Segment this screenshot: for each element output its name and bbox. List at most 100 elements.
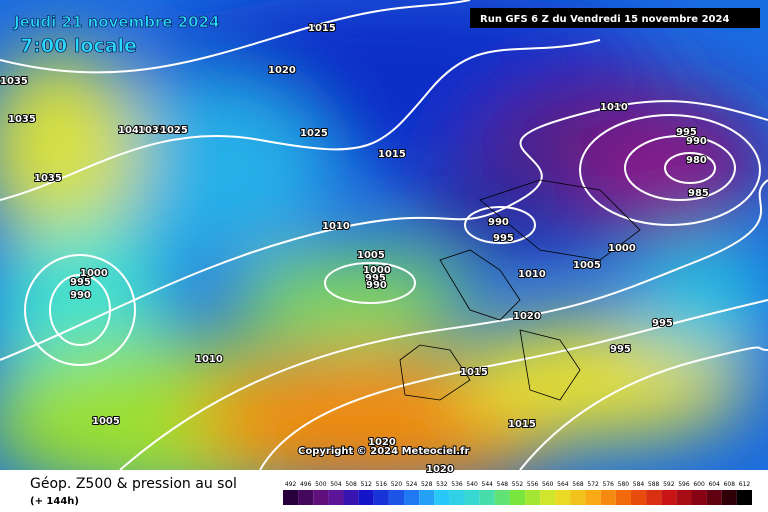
scale-label: 524 xyxy=(406,481,418,488)
scale-label: 608 xyxy=(724,481,736,488)
isobar-label: 990 xyxy=(686,136,707,147)
isobar-label: 1035 xyxy=(138,125,166,136)
coastlines xyxy=(399,179,641,401)
scale-swatch xyxy=(464,490,480,505)
scale-label: 560 xyxy=(542,481,554,488)
scale-label: 604 xyxy=(708,481,720,488)
scale-label: 544 xyxy=(482,481,494,488)
isobar-label: 1015 xyxy=(378,149,406,160)
isobar-label: 1005 xyxy=(573,260,601,271)
scale-label: 540 xyxy=(466,481,478,488)
isobar-label: 990 xyxy=(488,217,509,228)
scale-label: 588 xyxy=(648,481,660,488)
scale-swatch xyxy=(358,490,374,505)
isobar-label: 1015 xyxy=(508,419,536,430)
isobars xyxy=(0,0,768,471)
scale-label: 568 xyxy=(572,481,584,488)
scale-label: 612 xyxy=(739,481,751,488)
scale-label: 516 xyxy=(376,481,388,488)
scale-label: 592 xyxy=(663,481,675,488)
scale-label: 532 xyxy=(436,481,448,488)
scale-swatch xyxy=(706,490,722,505)
scale-label: 584 xyxy=(633,481,645,488)
scale-swatch xyxy=(328,490,344,505)
scale-swatch xyxy=(283,490,299,505)
scale-label: 512 xyxy=(360,481,372,488)
scale-swatch xyxy=(373,490,389,505)
isobar-label: 985 xyxy=(688,188,709,199)
isobar-label: 995 xyxy=(70,277,91,288)
isobar-label: 995 xyxy=(365,273,386,284)
isobar-label: 1010 xyxy=(600,102,628,113)
scale-label: 596 xyxy=(678,481,690,488)
scale-swatch xyxy=(313,490,329,505)
isobar-label: 1015 xyxy=(460,367,488,378)
scale-swatch xyxy=(646,490,662,505)
isobar-label: 1005 xyxy=(92,416,120,427)
copyright: Copyright © 2024 Meteociel.fr xyxy=(298,446,469,457)
isobar-label: 1010 xyxy=(322,221,350,232)
isobar-label: 995 xyxy=(610,344,631,355)
scale-label: 556 xyxy=(527,481,539,488)
scale-swatch xyxy=(494,490,510,505)
isobar-label: 995 xyxy=(493,233,514,244)
scale-swatch xyxy=(419,490,435,505)
forecast-time: 7:00 locale xyxy=(20,35,137,57)
scale-swatch xyxy=(449,490,465,505)
isobar-label: 1010 xyxy=(195,354,223,365)
isobar-label: 1025 xyxy=(300,128,328,139)
scale-label: 492 xyxy=(285,481,297,488)
isobar-label: 1025 xyxy=(160,125,188,136)
isobar-label: 1020 xyxy=(426,464,454,475)
isobar-label: 1035 xyxy=(8,114,36,125)
scale-label: 500 xyxy=(315,481,327,488)
scale-swatch xyxy=(721,490,737,505)
isobar-label: 980 xyxy=(686,155,707,166)
isobar-label: 1040 xyxy=(118,125,146,136)
scale-swatch xyxy=(661,490,677,505)
scale-swatch xyxy=(691,490,707,505)
isobar-label: 990 xyxy=(366,280,387,291)
isobar-label: 990 xyxy=(70,290,91,301)
scale-label: 508 xyxy=(345,481,357,488)
geopotential-field xyxy=(0,0,768,500)
scale-swatch xyxy=(434,490,450,505)
run-box xyxy=(470,8,760,28)
scale-label: 536 xyxy=(451,481,463,488)
run-info: Run GFS 6 Z du Vendredi 15 novembre 2024 xyxy=(480,14,729,25)
color-scale: 492 496 500 504 508 512 516 520 524 528 532 536 540 5… xyxy=(283,481,752,505)
scale-swatch xyxy=(555,490,571,505)
isobar-label: 1035 xyxy=(0,76,28,87)
scale-swatch xyxy=(630,490,647,505)
scale-label: 504 xyxy=(330,481,342,488)
isobar-label: 1000 xyxy=(363,265,391,276)
scale-swatch xyxy=(388,490,405,505)
scale-swatch xyxy=(343,490,359,505)
scale-swatch xyxy=(509,490,526,505)
scale-swatch xyxy=(479,490,495,505)
scale-label: 520 xyxy=(391,481,403,488)
footer-step: (+ 144h) xyxy=(30,496,79,507)
isobar-label: 995 xyxy=(652,318,673,329)
isobar-label: 1005 xyxy=(357,250,385,261)
isobar-label: 1000 xyxy=(80,268,108,279)
scale-label: 572 xyxy=(587,481,599,488)
scale-swatch xyxy=(585,490,601,505)
isobar-label: 1020 xyxy=(268,65,296,76)
isobar-label: 1035 xyxy=(34,173,62,184)
scale-label: 580 xyxy=(618,481,630,488)
scale-swatch xyxy=(298,490,314,505)
scale-swatch xyxy=(404,490,420,505)
scale-swatch xyxy=(525,490,541,505)
isobar-label: 1010 xyxy=(518,269,546,280)
scale-label: 496 xyxy=(300,481,312,488)
scale-label: 564 xyxy=(557,481,569,488)
scale-label: 576 xyxy=(603,481,615,488)
scale-swatch xyxy=(600,490,616,505)
scale-label: 552 xyxy=(512,481,524,488)
scale-swatch xyxy=(676,490,692,505)
scale-swatch xyxy=(736,490,752,505)
scale-label: 548 xyxy=(497,481,509,488)
